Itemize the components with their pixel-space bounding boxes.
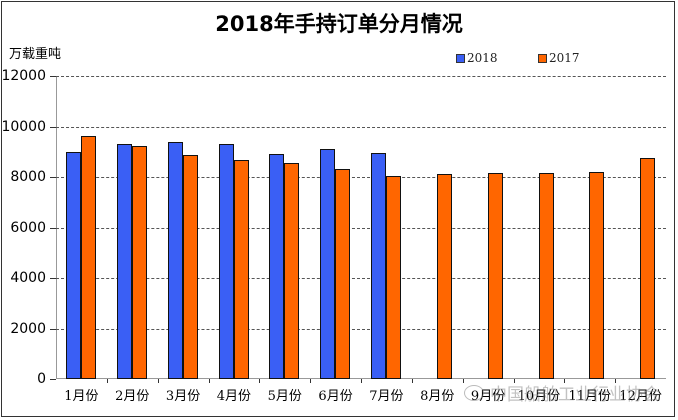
gridline (56, 328, 666, 330)
bar-2017-4 (233, 160, 249, 379)
bar-2017-11 (589, 171, 605, 379)
x-tick-label: 12月份 (619, 389, 662, 404)
bar-2017-9 (487, 173, 503, 379)
y-tick-label: 0 (37, 371, 46, 387)
gridline (56, 76, 666, 77)
x-tick-label: 9月份 (470, 389, 506, 404)
gridline (56, 278, 666, 279)
legend-swatch-2018 (456, 53, 465, 63)
bar-2017-2 (131, 145, 147, 379)
y-tick (50, 227, 56, 229)
legend-swatch-2017 (538, 53, 547, 63)
y-tick (50, 328, 56, 330)
x-tick (411, 379, 413, 383)
x-tick (106, 379, 108, 383)
x-tick-label: 11月份 (568, 389, 612, 404)
x-tick-label: 3月份 (165, 389, 201, 404)
bar-2018-6 (320, 149, 336, 379)
y-tick (50, 76, 56, 77)
bar-2018-3 (167, 142, 183, 379)
x-tick (157, 379, 159, 383)
bar-2017-6 (335, 169, 351, 379)
x-tick-label: 5月份 (267, 389, 302, 404)
x-tick (259, 379, 261, 383)
y-tick-label: 6000 (10, 219, 46, 236)
x-tick-label: 1月份 (64, 389, 99, 404)
bar-2018-7 (371, 152, 386, 379)
x-tick (462, 379, 464, 383)
bar-2017-10 (538, 173, 554, 379)
x-tick-label: 4月份 (216, 389, 252, 404)
gridline (56, 177, 666, 178)
y-tick-label: 10000 (1, 118, 46, 135)
gridline (56, 126, 666, 128)
bar-2017-1 (81, 135, 96, 379)
bar-2017-5 (284, 163, 300, 379)
y-tick (50, 177, 56, 178)
x-tick (208, 379, 210, 383)
gridline (56, 227, 666, 229)
bar-2017-7 (386, 176, 401, 379)
y-axis-unit-label: 万载重吨 (9, 47, 62, 62)
y-tick-label: 2000 (10, 320, 46, 337)
x-tick (310, 379, 312, 383)
legend-label-2017: 2017 (549, 51, 580, 65)
x-tick-label: 10月份 (517, 389, 561, 404)
y-tick-label: 8000 (10, 169, 46, 185)
bar-2017-12 (640, 158, 656, 379)
bar-2018-2 (116, 144, 132, 379)
bar-2018-5 (269, 154, 285, 379)
chart-title: 2018年手持订单分月情况 (215, 12, 463, 36)
bar-2017-3 (182, 154, 198, 379)
y-tick-label: 4000 (10, 270, 46, 286)
x-tick (513, 379, 515, 383)
legend-item-2017: 2017 (538, 51, 580, 65)
y-tick-label: 12000 (1, 68, 46, 84)
bar-2017-8 (436, 173, 452, 379)
x-tick (564, 379, 566, 383)
legend-label-2018: 2018 (467, 51, 498, 65)
plot-area: 0 2000 4000 6000 8000 10000 12000 (1, 68, 666, 387)
x-tick-label: 8月份 (420, 389, 455, 404)
x-tick-label: 7月份 (369, 389, 404, 404)
y-tick (50, 126, 56, 128)
x-tick (361, 379, 362, 383)
x-axis (56, 378, 666, 379)
legend-item-2018: 2018 (456, 51, 498, 65)
bar-2018-4 (218, 144, 234, 379)
y-tick (50, 379, 56, 380)
x-tick-label: 6月份 (318, 389, 353, 404)
y-tick (50, 278, 56, 279)
x-tick (615, 379, 617, 383)
bar-2018-1 (66, 151, 81, 379)
x-tick-label: 2月份 (115, 389, 150, 404)
